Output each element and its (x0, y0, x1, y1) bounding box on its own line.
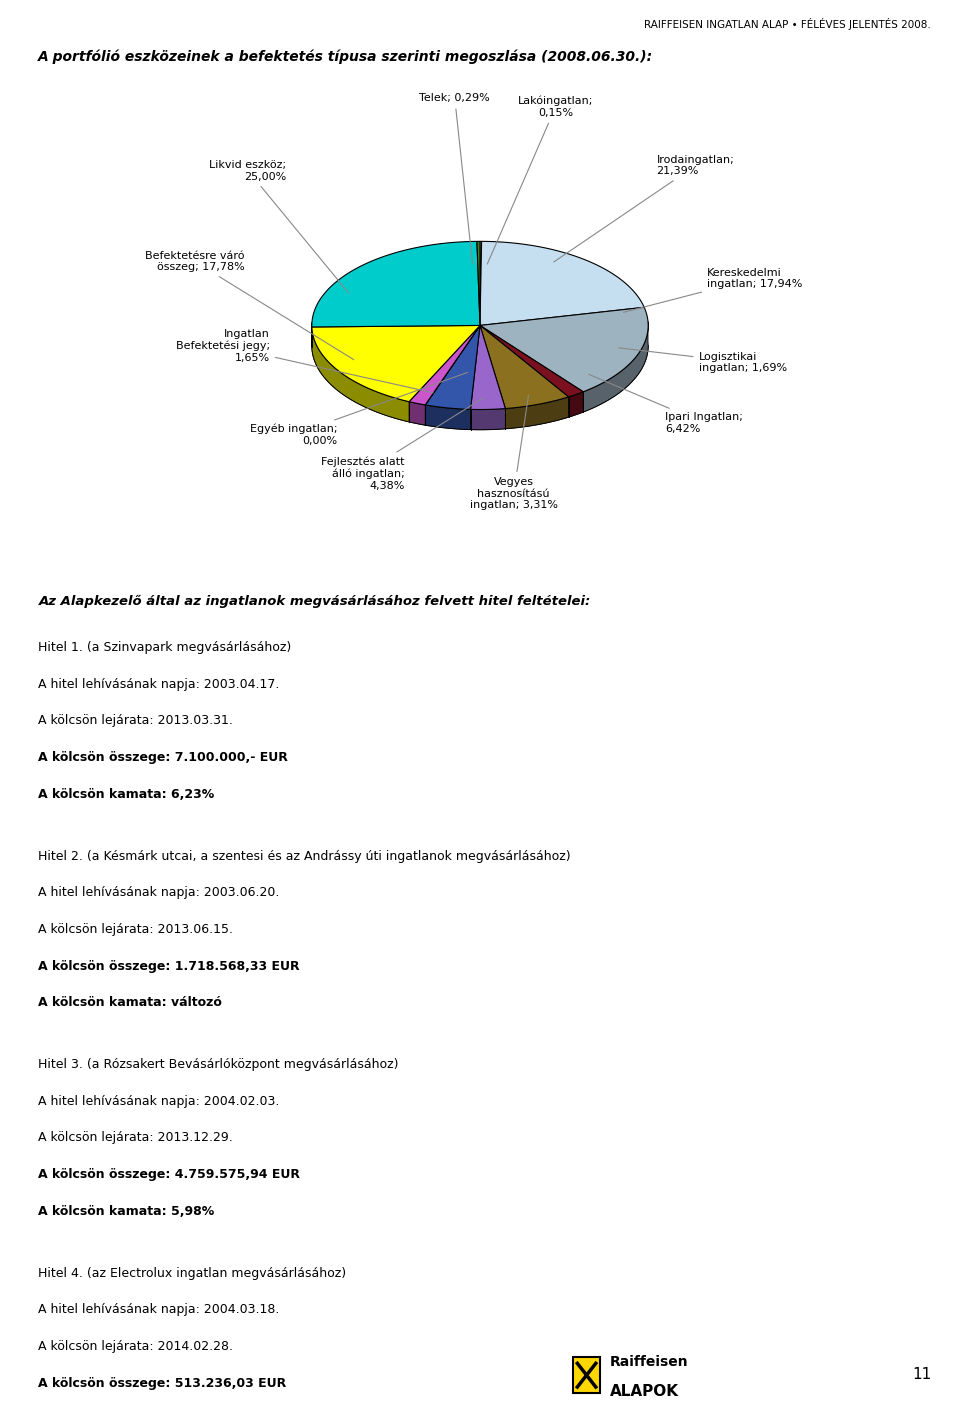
Text: Ipari Ingatlan;
6,42%: Ipari Ingatlan; 6,42% (588, 375, 743, 434)
Polygon shape (470, 325, 505, 410)
Polygon shape (584, 321, 648, 411)
Text: A kölcsön összege: 4.759.575,94 EUR: A kölcsön összege: 4.759.575,94 EUR (38, 1168, 300, 1181)
Text: A hitel lehívásának napja: 2004.02.03.: A hitel lehívásának napja: 2004.02.03. (38, 1095, 279, 1107)
Text: Hitel 4. (az Electrolux ingatlan megvásárlásához): Hitel 4. (az Electrolux ingatlan megvásá… (38, 1267, 347, 1279)
Text: A kölcsön kamata: változó: A kölcsön kamata: változó (38, 996, 223, 1009)
Polygon shape (425, 404, 470, 430)
Text: Telek; 0,29%: Telek; 0,29% (420, 93, 491, 263)
Polygon shape (480, 241, 482, 325)
Text: A kölcsön lejárata: 2013.06.15.: A kölcsön lejárata: 2013.06.15. (38, 923, 233, 936)
Text: Fejlesztés alatt
álló ingatlan;
4,38%: Fejlesztés alatt álló ingatlan; 4,38% (321, 399, 483, 490)
Text: Ingatlan
Befektetési jegy;
1,65%: Ingatlan Befektetési jegy; 1,65% (176, 328, 433, 393)
Text: A kölcsön lejárata: 2013.03.31.: A kölcsön lejárata: 2013.03.31. (38, 714, 233, 727)
Polygon shape (505, 397, 568, 428)
Text: A kölcsön lejárata: 2013.12.29.: A kölcsön lejárata: 2013.12.29. (38, 1131, 233, 1144)
Text: Az Alapkezelő által az ingatlanok megvásárlásához felvett hitel feltételei:: Az Alapkezelő által az ingatlanok megvás… (38, 595, 590, 607)
Polygon shape (312, 325, 480, 402)
Polygon shape (568, 392, 584, 417)
Text: 11: 11 (912, 1367, 931, 1382)
Text: A hitel lehívásának napja: 2004.03.18.: A hitel lehívásának napja: 2004.03.18. (38, 1303, 279, 1316)
Text: Hitel 3. (a Rózsakert Bevásárlóközpont megvásárlásához): Hitel 3. (a Rózsakert Bevásárlóközpont m… (38, 1058, 399, 1071)
Text: A hitel lehívásának napja: 2003.04.17.: A hitel lehívásának napja: 2003.04.17. (38, 678, 279, 690)
Text: A kölcsön lejárata: 2014.02.28.: A kölcsön lejárata: 2014.02.28. (38, 1340, 233, 1353)
Polygon shape (312, 241, 480, 327)
Text: A portfólió eszközeinek a befektetés típusa szerinti megoszlása (2008.06.30.):: A portfólió eszközeinek a befektetés típ… (38, 49, 654, 63)
Polygon shape (480, 241, 644, 325)
Polygon shape (409, 325, 480, 404)
Text: Befektetésre váró
összeg; 17,78%: Befektetésre váró összeg; 17,78% (145, 251, 354, 359)
Text: A kölcsön összege: 1.718.568,33 EUR: A kölcsön összege: 1.718.568,33 EUR (38, 960, 300, 972)
Text: Hitel 2. (a Késmárk utcai, a szentesi és az Andrássy úti ingatlanok megvásárlásá: Hitel 2. (a Késmárk utcai, a szentesi és… (38, 850, 571, 862)
Polygon shape (425, 325, 480, 410)
Text: Logisztikai
ingatlan; 1,69%: Logisztikai ingatlan; 1,69% (618, 348, 787, 373)
Text: Lakóingatlan;
0,15%: Lakóingatlan; 0,15% (488, 96, 593, 263)
Text: Egyéb ingatlan;
0,00%: Egyéb ingatlan; 0,00% (250, 372, 468, 445)
Polygon shape (480, 325, 584, 397)
Text: A kölcsön kamata: 5,98%: A kölcsön kamata: 5,98% (38, 1205, 215, 1217)
Text: ALAPOK: ALAPOK (610, 1384, 679, 1399)
Polygon shape (470, 409, 505, 430)
Text: Vegyes
hasznosítású
ingatlan; 3,31%: Vegyes hasznosítású ingatlan; 3,31% (469, 396, 558, 510)
Text: Irodaingatlan;
21,39%: Irodaingatlan; 21,39% (554, 155, 734, 262)
Text: Kereskedelmi
ingatlan; 17,94%: Kereskedelmi ingatlan; 17,94% (623, 268, 803, 313)
Text: Hitel 1. (a Szinvapark megvásárlásához): Hitel 1. (a Szinvapark megvásárlásához) (38, 641, 292, 654)
Text: Raiffeisen: Raiffeisen (610, 1355, 688, 1370)
Text: A kölcsön összege: 513.236,03 EUR: A kölcsön összege: 513.236,03 EUR (38, 1377, 287, 1389)
Text: A kölcsön összege: 7.100.000,- EUR: A kölcsön összege: 7.100.000,- EUR (38, 751, 288, 764)
FancyBboxPatch shape (573, 1357, 600, 1394)
Polygon shape (409, 402, 425, 426)
Text: RAIFFEISEN INGATLAN ALAP • FÉLÉVES JELENTÉS 2008.: RAIFFEISEN INGATLAN ALAP • FÉLÉVES JELEN… (644, 17, 931, 30)
Polygon shape (477, 241, 480, 325)
Polygon shape (480, 307, 648, 392)
Text: A hitel lehívásának napja: 2003.06.20.: A hitel lehívásának napja: 2003.06.20. (38, 886, 279, 899)
Polygon shape (312, 327, 409, 421)
Text: A kölcsön kamata: 6,23%: A kölcsön kamata: 6,23% (38, 788, 215, 800)
Polygon shape (480, 325, 568, 409)
Text: Likvid eszköz;
25,00%: Likvid eszköz; 25,00% (209, 159, 348, 293)
Polygon shape (425, 325, 480, 404)
